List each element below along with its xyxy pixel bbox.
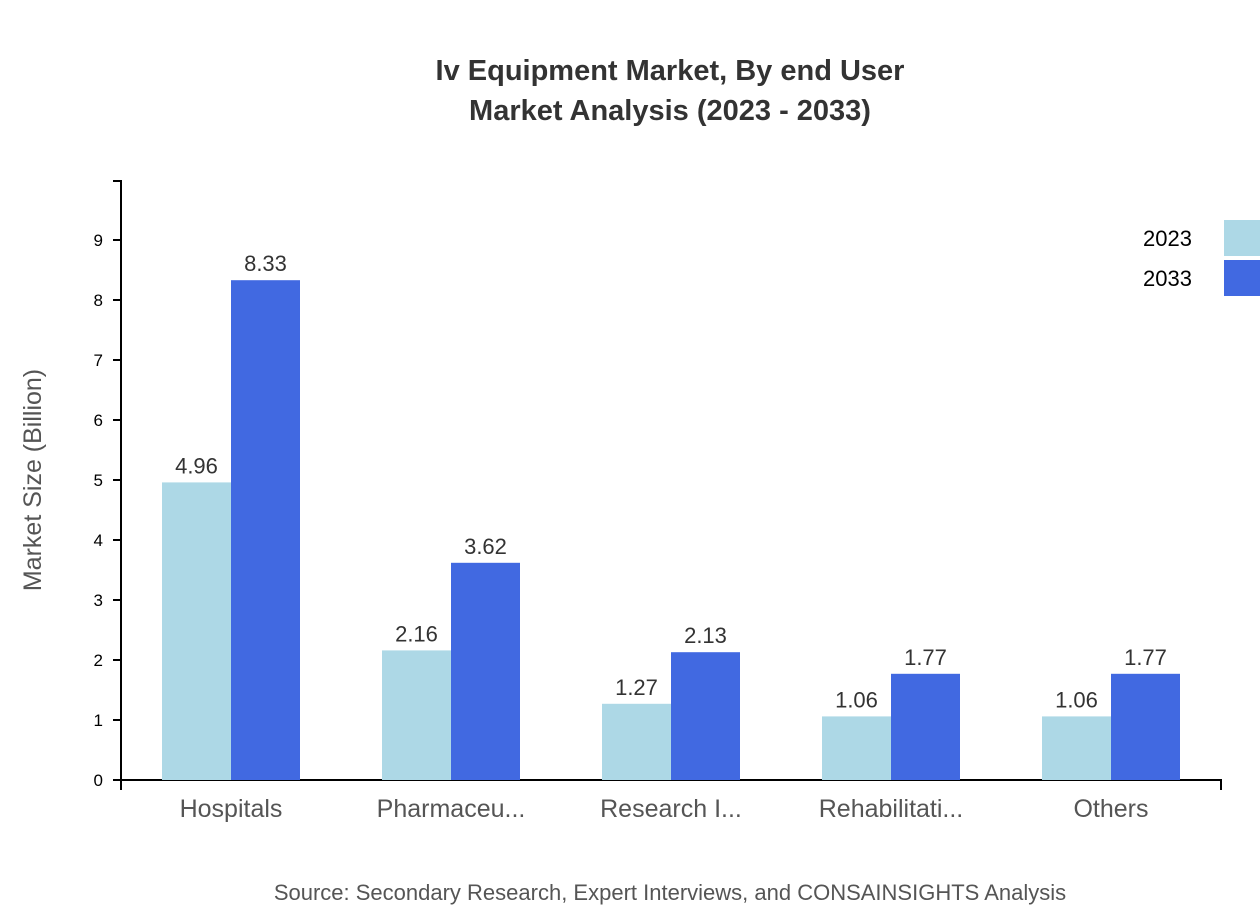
bar-2023-Others: [1042, 716, 1111, 780]
y-tick-label: 1: [94, 711, 103, 730]
data-label: 1.77: [1124, 645, 1167, 670]
chart-title: Iv Equipment Market, By end User: [436, 55, 905, 87]
x-tick-label: Hospitals: [180, 795, 283, 823]
y-axis-label: Market Size (Billion): [19, 369, 47, 591]
axes: 0 1 2 3 4 5 6 7 8 9 Hospitals Pharmaceu... Research …: [94, 180, 1222, 823]
chart-subtitle: Market Analysis (2023 - 2033): [469, 95, 871, 127]
y-tick-label: 7: [94, 351, 103, 370]
legend-label: 2023: [1143, 226, 1192, 251]
x-tick-label: Pharmaceu...: [377, 795, 526, 823]
legend: 2023 2033: [1143, 220, 1260, 296]
data-label: 3.62: [464, 534, 507, 559]
data-label: 1.77: [904, 645, 947, 670]
source-note: Source: Secondary Research, Expert Inter…: [274, 880, 1066, 905]
data-label: 1.06: [1055, 687, 1098, 712]
y-tick-label: 6: [94, 411, 103, 430]
bar-2023-Hospitals: [162, 482, 231, 780]
y-tick-label: 4: [94, 531, 103, 550]
legend-swatch-2033: [1224, 260, 1260, 296]
x-tick-label: Others: [1073, 795, 1148, 823]
bars: 4.96 8.33 2.16 3.62 1.27 2.13 1.06 1.77 1.06 1.77: [162, 251, 1180, 780]
legend-label: 2033: [1143, 266, 1192, 291]
bar-2033-Research I...: [671, 652, 740, 780]
y-axis-line: [113, 180, 122, 780]
y-tick-label: 5: [94, 471, 103, 490]
bar-2023-Research I...: [602, 703, 671, 780]
bar-2033-Rehabilitati...: [891, 673, 960, 780]
legend-swatch-2023: [1224, 220, 1260, 256]
data-label: 2.13: [684, 623, 727, 648]
bar-2023-Rehabilitati...: [822, 716, 891, 780]
x-axis-line: [120, 779, 1222, 790]
bar-2033-Others: [1111, 673, 1180, 780]
data-label: 1.27: [615, 675, 658, 700]
bar-2033-Pharmaceu...: [451, 562, 520, 780]
data-label: 4.96: [175, 453, 218, 478]
data-label: 1.06: [835, 687, 878, 712]
y-tick-label: 0: [94, 771, 103, 790]
bar-2033-Hospitals: [231, 280, 300, 780]
x-tick-label: Research I...: [600, 795, 742, 823]
data-label: 8.33: [244, 251, 287, 276]
y-tick-label: 8: [94, 291, 103, 310]
x-tick-label: Rehabilitati...: [819, 795, 964, 823]
y-tick-label: 3: [94, 591, 103, 610]
y-tick-label: 2: [94, 651, 103, 670]
bar-2023-Pharmaceu...: [382, 650, 451, 780]
y-tick-label: 9: [94, 231, 103, 250]
data-label: 2.16: [395, 621, 438, 646]
